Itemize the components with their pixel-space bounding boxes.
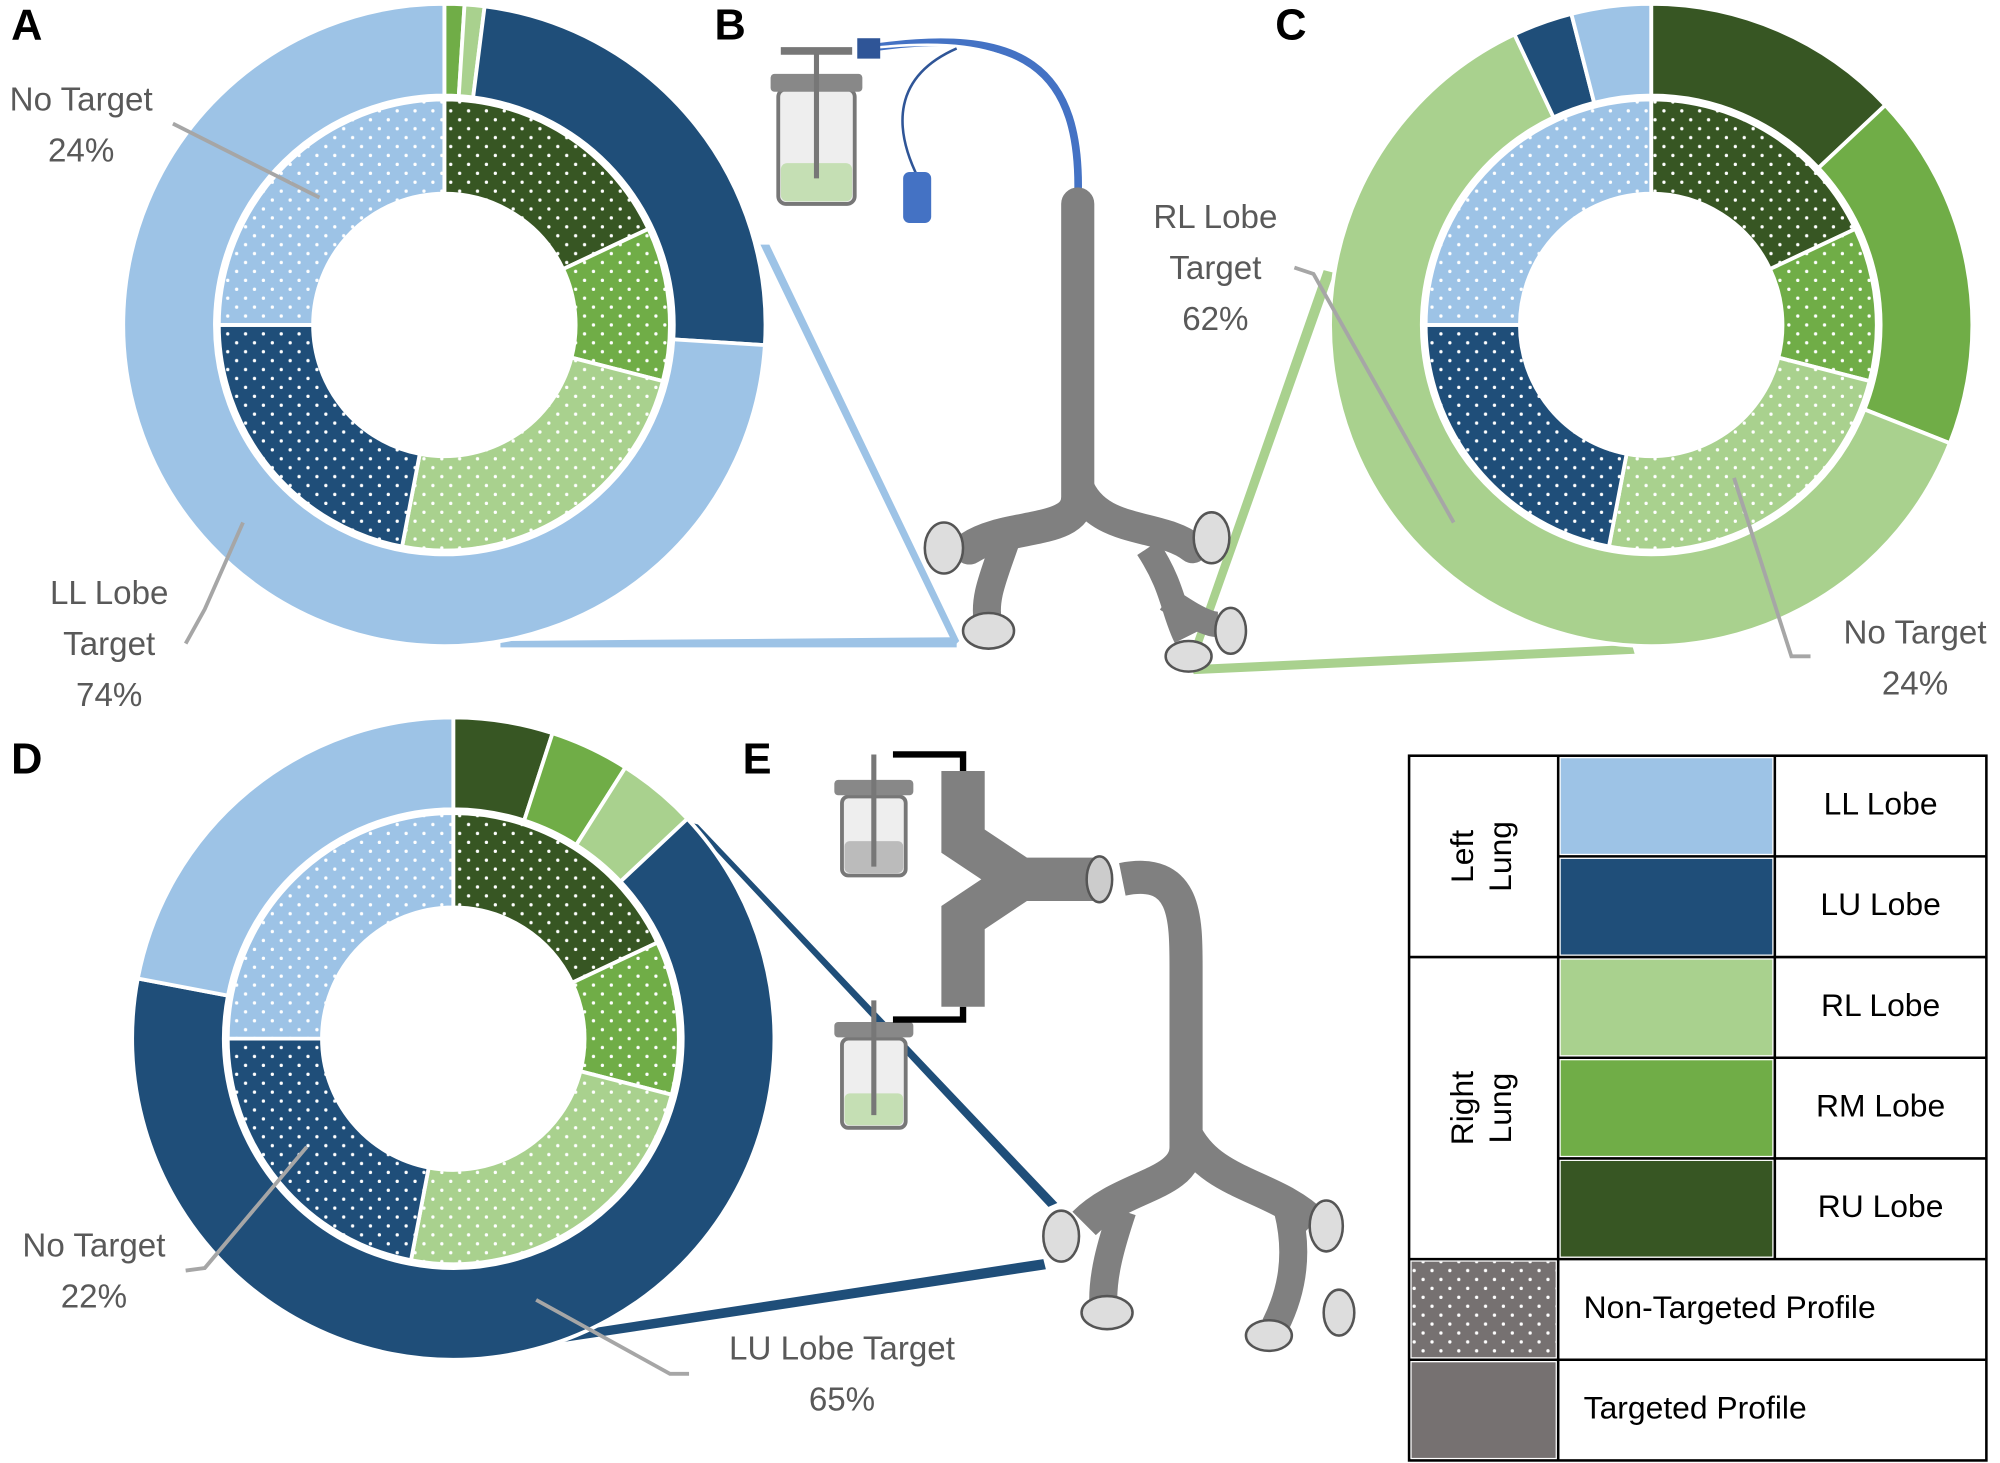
donut-segment (470, 4, 768, 348)
annotation: 74% (76, 677, 142, 714)
donut-segment (121, 1, 767, 648)
canister-fluid (780, 163, 853, 202)
leader-line (172, 121, 321, 200)
connector-c (1191, 270, 1334, 653)
cap (1192, 511, 1231, 565)
legend-swatch (1411, 1362, 1556, 1458)
annotation: 22% (61, 1278, 127, 1315)
legend-swatch (1560, 858, 1773, 955)
panel-label: B (715, 1, 746, 49)
group-label: Right (1444, 1071, 1480, 1145)
manifold (941, 771, 1097, 1007)
group-label: Left (1444, 830, 1480, 883)
airway (1072, 860, 1326, 1236)
diagram-b (770, 38, 1248, 673)
annotation: 62% (1182, 301, 1248, 338)
legend-label: RM Lobe (1816, 1087, 1945, 1123)
annotation: LU Lobe Target (729, 1331, 955, 1368)
cap (1308, 1199, 1345, 1253)
panel-label: A (11, 1, 42, 49)
connector-plug (903, 172, 932, 224)
airway (952, 187, 1095, 565)
hose (892, 751, 967, 1023)
group-label: Lung (1482, 1073, 1518, 1144)
donut-segment (130, 816, 777, 1362)
airway (1089, 1206, 1308, 1332)
cap (1080, 1294, 1134, 1331)
legend-swatch (1560, 1160, 1773, 1257)
tube (866, 38, 1082, 205)
annotation: No Target (22, 1227, 165, 1264)
annotation: No Target (10, 82, 153, 119)
cap (1164, 639, 1213, 673)
panel-label: D (11, 736, 42, 784)
table-border (1407, 754, 1988, 1462)
leader-line (1293, 265, 1456, 524)
cap (1244, 1318, 1294, 1353)
dot-overlay (1411, 1261, 1556, 1358)
annotation: Target (1169, 250, 1261, 287)
donut-segment (1569, 1, 1654, 106)
airway (1062, 468, 1208, 564)
tube (867, 43, 1071, 204)
legend-label: LU Lobe (1820, 886, 1940, 922)
cap (1042, 1209, 1081, 1263)
annotation: RL Lobe (1153, 199, 1277, 236)
cap (1322, 1288, 1356, 1337)
leader-line (1732, 477, 1811, 659)
annotation: 65% (809, 1382, 875, 1419)
connector-a (500, 637, 957, 648)
leader-line (535, 1298, 690, 1376)
annotation: 24% (48, 133, 114, 170)
donut-segment (135, 715, 456, 998)
annotation: Target (63, 626, 155, 663)
wire (901, 47, 958, 179)
panel-label: E (743, 736, 772, 784)
legend-label: RU Lobe (1818, 1188, 1944, 1224)
airway (1137, 540, 1220, 643)
cap (923, 521, 965, 575)
legend-label: Targeted Profile (1584, 1390, 1807, 1426)
legend-label: LL Lobe (1824, 785, 1938, 821)
tube-end (857, 38, 881, 59)
legend-label: Non-Targeted Profile (1584, 1289, 1876, 1325)
leader-line (183, 521, 245, 645)
diagram-e (834, 751, 1356, 1353)
airway (972, 530, 1021, 628)
annotation: 24% (1882, 665, 1948, 702)
connector-d (561, 1259, 1046, 1342)
annotation: No Target (1844, 614, 1987, 651)
legend-swatch (1560, 1060, 1773, 1156)
cap (1214, 606, 1248, 656)
donut-segment (1328, 31, 1953, 649)
connector-c (1191, 644, 1635, 675)
legend-swatch (1560, 959, 1773, 1056)
group-label: Lung (1482, 821, 1518, 892)
legend-label: RL Lobe (1821, 987, 1940, 1023)
connector-a (760, 244, 960, 647)
panel-label: C (1275, 1, 1306, 49)
port (1085, 855, 1114, 904)
legend-swatch (1560, 758, 1773, 854)
cap (961, 611, 1016, 650)
leader-line (185, 1145, 309, 1273)
annotation: LL Lobe (50, 575, 169, 612)
